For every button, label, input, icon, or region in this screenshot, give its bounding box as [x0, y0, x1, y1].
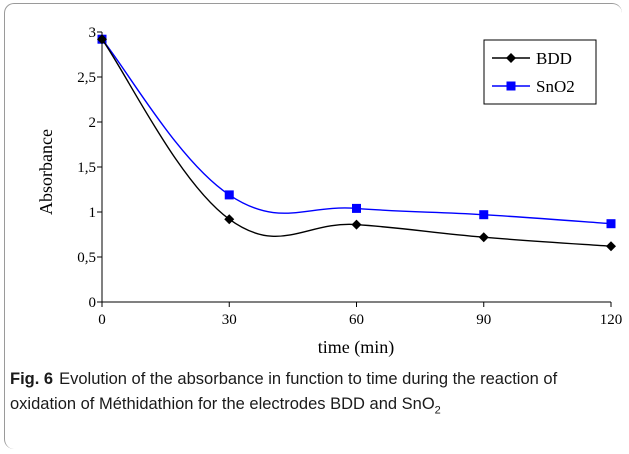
y-tick-label: 0	[89, 295, 97, 311]
data-point-sno2	[224, 190, 234, 200]
data-point-bdd	[606, 241, 616, 252]
y-tick-label: 2,5	[77, 70, 96, 86]
data-point-sno2	[606, 219, 616, 229]
x-tick-label: 60	[349, 312, 364, 328]
y-axis-label: Absorbance	[36, 129, 56, 215]
caption-text: Evolution of the absorbance in function …	[10, 370, 558, 413]
x-tick-label: 30	[222, 312, 237, 328]
data-point-bdd	[224, 214, 235, 225]
y-tick-label: 1	[89, 205, 97, 221]
data-point-bdd	[97, 34, 107, 45]
series-line-bdd	[101, 38, 612, 247]
data-point-bdd	[478, 232, 489, 243]
figure-caption: Fig. 6 Evolution of the absorbance in fun…	[10, 367, 615, 417]
legend-label-sno2: SnO2	[536, 77, 575, 96]
x-axis-label: time (min)	[318, 337, 394, 358]
y-tick-label: 3	[89, 25, 97, 41]
absorbance-chart: 0 0,5 1 1,5 2 2,5 3 0 30 60 90 120 Absorbance time…	[36, 25, 623, 358]
data-point-bdd	[351, 219, 362, 230]
y-tick-label: 2	[89, 115, 97, 131]
data-point-sno2	[352, 203, 361, 213]
legend: BDD SnO2	[483, 39, 597, 105]
data-point-sno2	[479, 210, 489, 220]
figure-frame	[4, 3, 622, 449]
x-tick-label: 90	[476, 312, 491, 328]
legend-marker-sno2	[506, 81, 516, 91]
x-tick-label: 120	[600, 312, 623, 328]
y-tick-label: 0,5	[77, 250, 96, 266]
legend-label-bdd: BDD	[536, 49, 572, 68]
caption-subscript: 2	[434, 404, 441, 417]
series-line-sno2	[101, 38, 612, 225]
legend-marker-bdd	[506, 53, 516, 63]
figure-label: Fig. 6	[10, 370, 54, 388]
series-bdd	[97, 34, 616, 252]
x-tick-label: 0	[98, 312, 106, 328]
y-tick-label: 1,5	[77, 160, 96, 176]
legend-box	[483, 39, 597, 105]
